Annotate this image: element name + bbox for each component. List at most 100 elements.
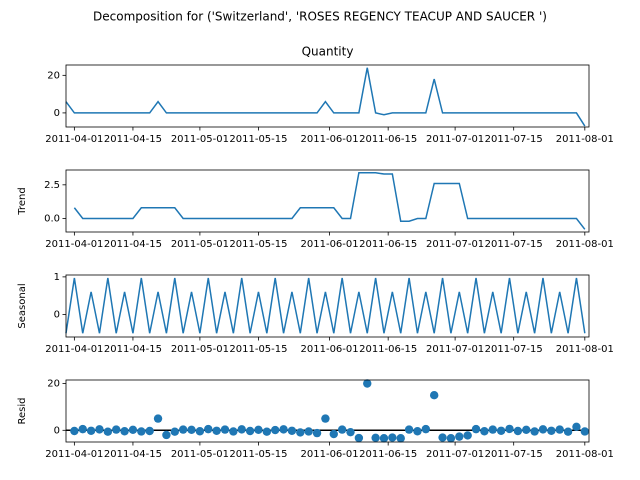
resid-point	[304, 427, 313, 436]
x-tick-label: 2011-05-01	[171, 134, 229, 145]
x-tick-label: 2011-05-01	[171, 239, 229, 250]
resid-point	[237, 425, 246, 434]
resid-point	[421, 424, 431, 434]
x-tick-label: 2011-04-15	[104, 344, 162, 355]
x-tick-label: 2011-05-01	[171, 344, 229, 355]
resid-point	[563, 427, 573, 436]
resid-point	[145, 426, 154, 436]
resid-point	[429, 391, 439, 400]
resid-point	[413, 427, 422, 436]
x-tick-label: 2011-07-01	[426, 239, 484, 250]
resid-point	[346, 427, 355, 437]
y-tick-label: 0.0	[44, 214, 60, 225]
x-tick-label: 2011-06-01	[301, 344, 359, 355]
resid-point	[245, 426, 255, 436]
series-line	[65, 67, 586, 127]
resid-point	[220, 425, 230, 434]
resid-point	[438, 433, 447, 442]
x-tick-label: 2011-06-01	[301, 449, 359, 460]
resid-point	[195, 427, 205, 436]
x-tick-label: 2011-08-01	[556, 134, 614, 145]
resid-point	[496, 426, 506, 435]
resid-point	[95, 425, 104, 434]
x-tick-label: 2011-07-15	[485, 344, 543, 355]
resid-point	[178, 425, 188, 434]
y-axis-label: Trend	[17, 187, 28, 215]
resid-point	[505, 424, 514, 434]
y-tick-label: 20	[47, 379, 60, 390]
resid-point	[488, 425, 497, 434]
y-axis-label: Seasonal	[17, 283, 28, 328]
resid-point	[580, 427, 590, 436]
x-tick-label: 2011-05-01	[171, 449, 229, 460]
resid-point	[312, 428, 322, 438]
series-line	[73, 171, 586, 230]
x-tick-label: 2011-07-01	[426, 344, 484, 355]
resid-point	[254, 425, 263, 435]
axes-frame	[65, 169, 590, 233]
resid-point	[271, 425, 280, 435]
resid-point	[572, 422, 581, 431]
x-tick-label: 2011-04-01	[45, 239, 103, 250]
resid-point	[480, 427, 489, 436]
resid-point	[463, 431, 472, 440]
x-tick-label: 2011-06-15	[359, 134, 417, 145]
resid-point	[137, 427, 146, 436]
resid-point	[187, 425, 196, 435]
resid-point	[354, 433, 364, 443]
resid-point	[287, 426, 297, 435]
resid-point	[446, 434, 456, 443]
y-axis-label: Resid	[17, 398, 28, 425]
resid-point	[455, 432, 464, 441]
resid-point	[204, 424, 213, 434]
x-tick-label: 2011-05-15	[229, 134, 287, 145]
y-tick-label: 0	[54, 309, 60, 320]
x-tick-label: 2011-06-15	[359, 344, 417, 355]
resid-point	[396, 434, 405, 443]
resid-point	[404, 425, 414, 434]
x-tick-label: 2011-04-15	[104, 239, 162, 250]
resid-point	[321, 414, 330, 423]
x-tick-label: 2011-06-01	[301, 134, 359, 145]
x-tick-label: 2011-07-15	[485, 449, 543, 460]
x-tick-label: 2011-05-15	[229, 449, 287, 460]
resid-point	[112, 425, 121, 434]
resid-point	[279, 425, 288, 434]
resid-point	[388, 433, 397, 442]
series-line	[65, 277, 586, 334]
resid-point	[296, 428, 305, 437]
x-tick-label: 2011-06-01	[301, 239, 359, 250]
x-tick-label: 2011-04-01	[45, 134, 103, 145]
y-tick-label: 0	[54, 425, 60, 436]
resid-point	[70, 426, 79, 436]
resid-point	[120, 427, 129, 436]
resid-point	[555, 425, 564, 434]
resid-point	[86, 426, 96, 435]
y-tick-label: 0	[54, 108, 60, 119]
y-tick-label: 20	[47, 70, 60, 81]
x-tick-label: 2011-04-01	[45, 344, 103, 355]
x-tick-label: 2011-04-15	[104, 449, 162, 460]
x-tick-label: 2011-07-01	[426, 449, 484, 460]
axes-frame	[65, 274, 590, 338]
axes-frame	[65, 379, 590, 443]
x-tick-label: 2011-04-01	[45, 449, 103, 460]
resid-point	[170, 427, 179, 436]
x-tick-label: 2011-05-15	[229, 344, 287, 355]
resid-point	[229, 427, 238, 436]
resid-point	[471, 424, 481, 434]
axes-frame	[65, 64, 590, 128]
resid-point	[379, 434, 389, 443]
x-tick-label: 2011-05-15	[229, 239, 287, 250]
resid-point	[329, 429, 338, 439]
x-tick-label: 2011-06-15	[359, 239, 417, 250]
resid-point	[538, 425, 548, 434]
resid-point	[547, 426, 556, 435]
resid-point	[337, 425, 347, 434]
x-tick-label: 2011-04-15	[104, 134, 162, 145]
x-tick-label: 2011-06-15	[359, 449, 417, 460]
x-tick-label: 2011-07-15	[485, 239, 543, 250]
x-tick-label: 2011-07-01	[426, 134, 484, 145]
resid-point	[513, 426, 523, 436]
